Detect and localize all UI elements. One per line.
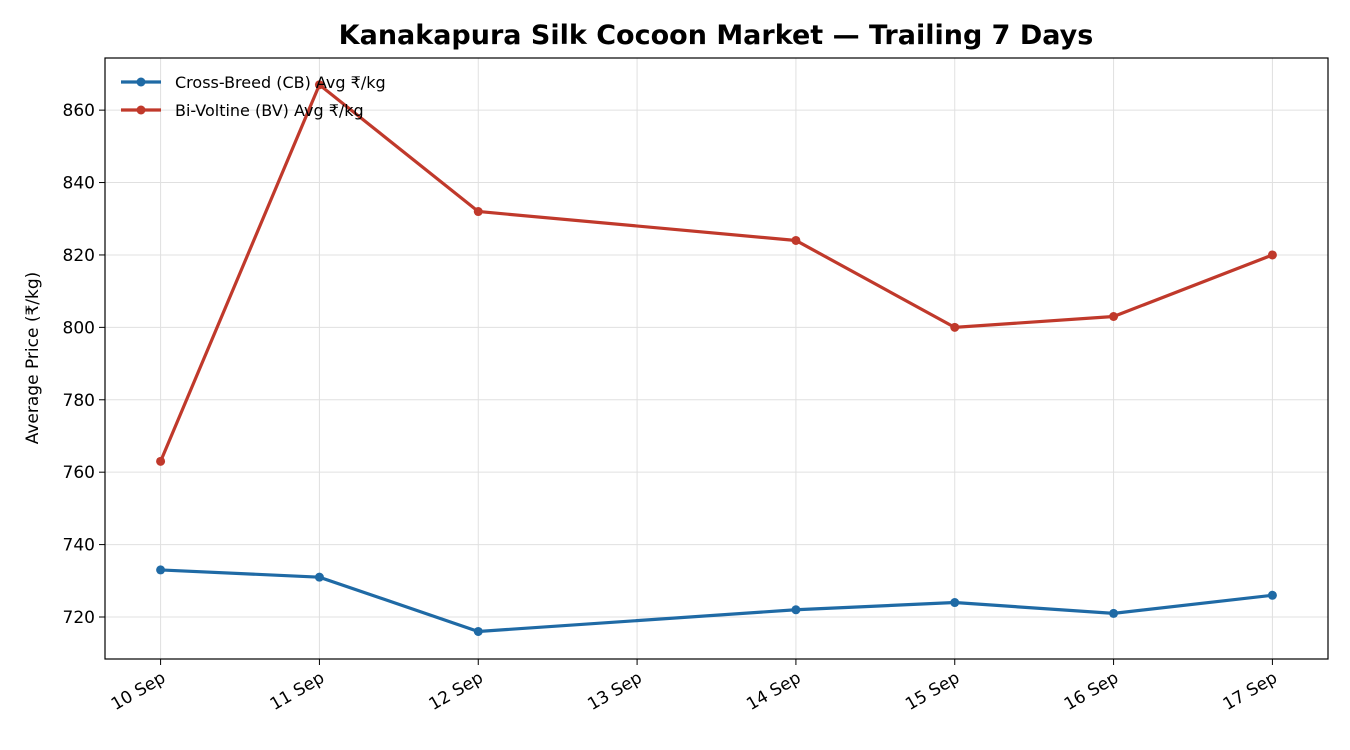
data-point [314, 572, 324, 582]
y-tick-label: 780 [63, 391, 95, 411]
legend-marker [136, 77, 146, 87]
plot-frame [104, 57, 1329, 660]
y-tick-label: 840 [63, 174, 95, 194]
y-tick-label: 740 [63, 536, 95, 556]
x-tick-label: 14 Sep [743, 668, 804, 715]
x-tick-label: 15 Sep [902, 668, 963, 715]
series-line [159, 82, 1273, 462]
series-line [160, 568, 1273, 634]
x-tick-label: 10 Sep [108, 668, 169, 715]
x-tick-label: 13 Sep [584, 668, 645, 715]
data-point [156, 456, 166, 466]
legend-label: Cross-Breed (CB) Avg ₹/kg [175, 73, 386, 92]
y-tick-label: 760 [63, 463, 95, 483]
x-tick-label: 12 Sep [426, 668, 487, 715]
data-point [314, 80, 324, 90]
y-tick-label: 860 [63, 101, 95, 121]
y-axis-label: Average Price (₹/kg) [23, 272, 43, 445]
legend-label: Bi-Voltine (BV) Avg ₹/kg [175, 101, 364, 120]
data-point [791, 605, 801, 615]
data-point [1267, 250, 1277, 260]
chart-title: Kanakapura Silk Cocoon Market — Trailing… [339, 20, 1094, 51]
y-tick-label: 800 [63, 318, 95, 338]
x-tick-label: 16 Sep [1061, 668, 1122, 715]
data-point [1109, 608, 1119, 618]
data-point [950, 322, 960, 332]
data-point [473, 207, 483, 217]
data-point [1109, 312, 1119, 322]
data-point [950, 598, 960, 608]
x-tick-label: 17 Sep [1220, 668, 1281, 715]
legend-marker [136, 105, 146, 115]
data-point [473, 626, 483, 636]
y-tick-label: 720 [63, 608, 95, 628]
data-point [791, 235, 801, 245]
data-point [156, 565, 166, 575]
x-tick-label: 11 Sep [267, 668, 328, 715]
y-tick-label: 820 [63, 246, 95, 266]
data-point [1267, 590, 1277, 600]
